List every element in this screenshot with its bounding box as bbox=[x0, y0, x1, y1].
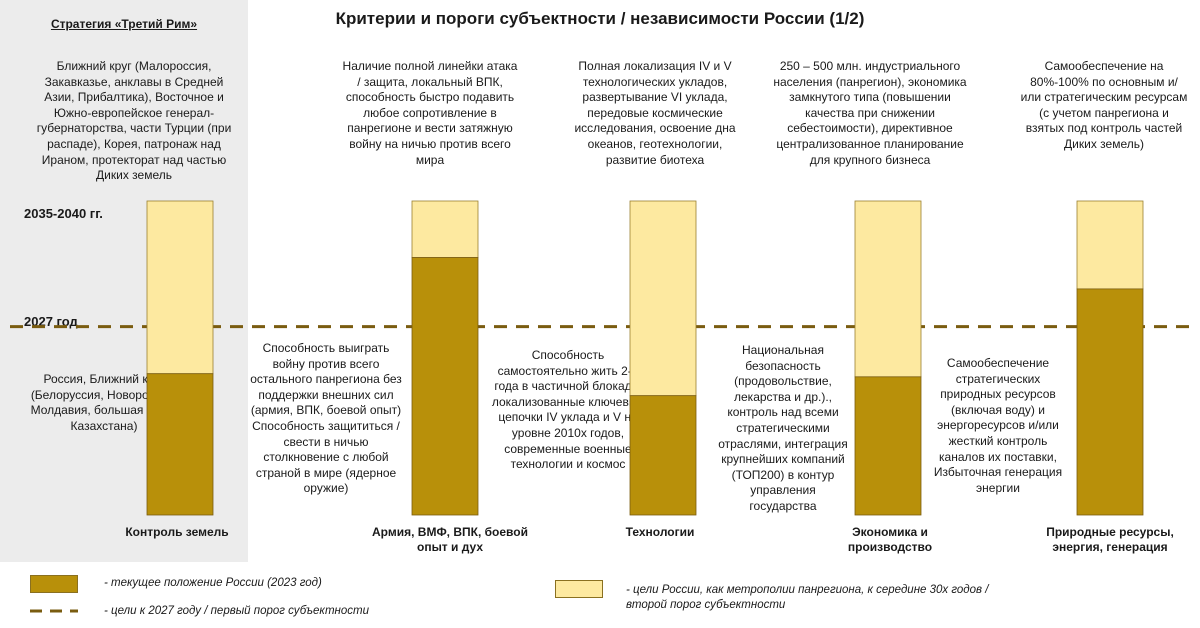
bar-current-resources bbox=[1077, 289, 1143, 515]
bar-target-tech bbox=[630, 201, 696, 396]
bar-current-tech bbox=[630, 396, 696, 515]
legend-text-current: - текущее положение России (2023 год) bbox=[104, 576, 404, 591]
bar-target-economy bbox=[855, 201, 921, 377]
bar-target-land bbox=[147, 201, 213, 374]
bar-current-land bbox=[147, 374, 213, 515]
bar-target-resources bbox=[1077, 201, 1143, 289]
legend-text-target: - цели России, как метрополии панрегиона… bbox=[626, 583, 1006, 613]
legend-swatch-current bbox=[30, 575, 78, 593]
legend-swatch-target bbox=[555, 580, 603, 598]
bar-current-army bbox=[412, 258, 478, 515]
bar-target-army bbox=[412, 201, 478, 258]
legend-text-2027: - цели к 2027 году / первый порог субъек… bbox=[104, 604, 424, 619]
bar-current-economy bbox=[855, 377, 921, 515]
chart-svg bbox=[0, 0, 1200, 628]
